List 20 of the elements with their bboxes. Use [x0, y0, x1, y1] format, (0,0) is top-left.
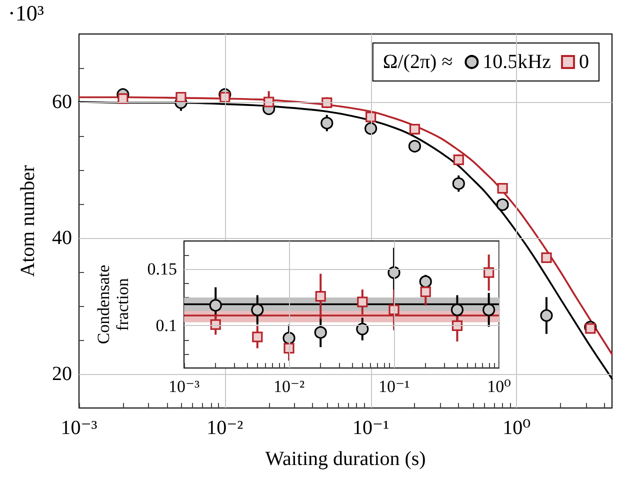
- x-tick-label: 10⁻¹: [378, 377, 410, 396]
- x-tick-label: 10⁻²: [206, 417, 244, 439]
- text: ·10³: [8, 0, 44, 26]
- legend-title: Ω/(2π) ≈: [382, 51, 453, 73]
- x-tick-label: 10⁻²: [273, 377, 305, 396]
- y-tick-label: 0.1: [156, 316, 177, 336]
- x-axis-title: Waiting duration (s): [265, 448, 426, 470]
- x-tick-label: 10⁰: [502, 417, 531, 439]
- y-tick-label: 60: [52, 91, 72, 113]
- y-tick-label: 40: [52, 227, 72, 249]
- y-axis-title: Condensate fraction: [94, 264, 132, 344]
- y-tick-label: 20: [52, 363, 72, 385]
- legend-label: 10.5kHz: [482, 51, 552, 73]
- y-tick-label: 0.15: [147, 260, 177, 279]
- y-axis-title: Atom number: [17, 164, 39, 277]
- x-tick-label: 10⁻³: [60, 417, 98, 439]
- x-tick-label: 10⁰: [487, 377, 512, 396]
- x-tick-label: 10⁻¹: [352, 417, 390, 439]
- x-tick-label: 10⁻³: [168, 377, 200, 396]
- legend-label: 0: [579, 51, 589, 73]
